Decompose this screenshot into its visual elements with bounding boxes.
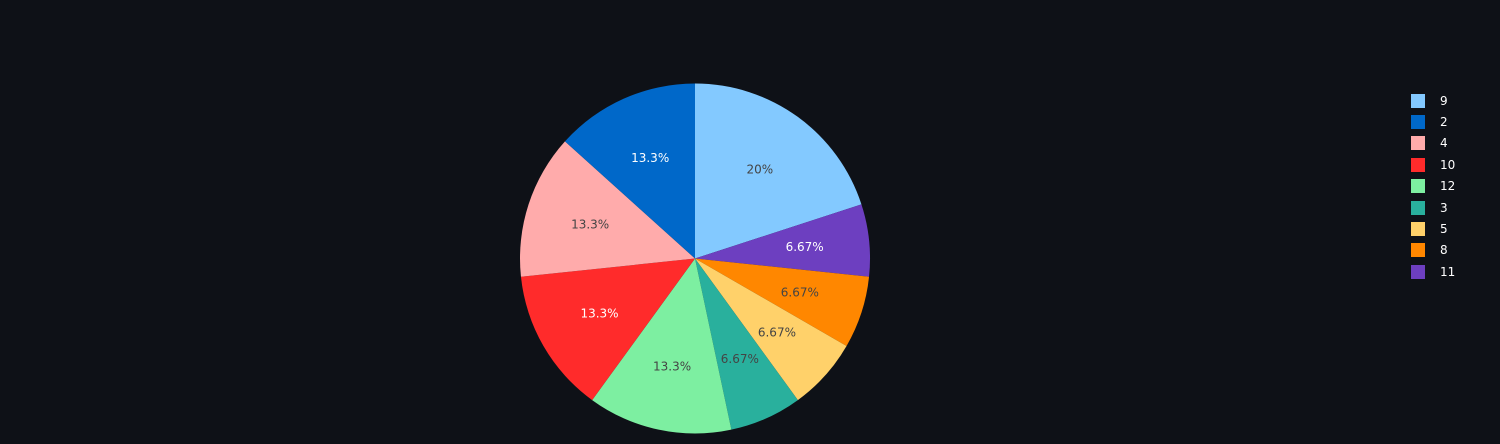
legend-swatch [1411,179,1425,194]
legend-swatch [1411,136,1425,151]
slice-label-2: 13.3% [631,151,669,165]
legend-label: 8 [1440,243,1448,258]
legend-swatch [1411,200,1425,215]
pie-slice-4[interactable] [520,141,695,277]
legend-label: 3 [1440,200,1448,215]
legend-label: 12 [1440,179,1456,194]
slice-label-8: 6.67% [781,286,819,300]
legend-item-11[interactable]: 11 [1405,261,1495,282]
slice-label-12: 13.3% [653,359,691,373]
legend-swatch [1411,243,1425,258]
slice-label-10: 13.3% [580,307,618,321]
slice-label-3: 6.67% [721,352,759,366]
legend-swatch [1411,157,1425,172]
legend-label: 9 [1440,93,1448,108]
legend-item-10[interactable]: 10 [1405,154,1495,175]
pie-slice-9[interactable] [695,83,862,259]
legend-item-5[interactable]: 5 [1405,218,1495,239]
legend-swatch [1411,222,1425,237]
legend-swatch [1411,115,1425,130]
slice-label-4: 13.3% [571,217,609,231]
slice-label-9: 20% [746,162,773,176]
legend-label: 10 [1440,157,1456,172]
legend-label: 5 [1440,222,1448,237]
legend-item-3[interactable]: 3 [1405,197,1495,218]
legend-item-8[interactable]: 8 [1405,240,1495,261]
legend-item-9[interactable]: 9 [1405,90,1495,111]
legend-label: 2 [1440,115,1448,130]
pie-slice-5[interactable] [695,258,847,401]
legend-item-12[interactable]: 12 [1405,176,1495,197]
legend-swatch [1411,264,1425,279]
pie-slice-2[interactable] [564,83,695,259]
pie-slice-11[interactable] [695,204,870,277]
slice-label-11: 6.67% [786,240,824,254]
pie-slice-3[interactable] [695,258,798,430]
pie-slice-12[interactable] [592,258,732,434]
legend-swatch [1411,93,1425,108]
pie-slice-10[interactable] [520,258,695,401]
legend: 9 2 4 10 12 3 5 8 11 [1405,90,1495,283]
legend-item-2[interactable]: 2 [1405,111,1495,132]
legend-label: 11 [1440,264,1456,279]
legend-item-4[interactable]: 4 [1405,133,1495,154]
legend-label: 4 [1440,136,1448,151]
pie-slice-8[interactable] [695,258,870,347]
slice-label-5: 6.67% [758,325,796,339]
